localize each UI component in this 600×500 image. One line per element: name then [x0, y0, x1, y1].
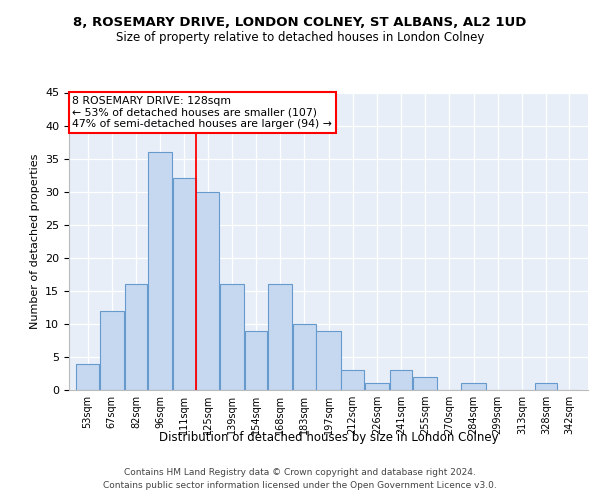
- Bar: [76, 364, 99, 390]
- Bar: [245, 330, 268, 390]
- Bar: [413, 377, 437, 390]
- Text: 8 ROSEMARY DRIVE: 128sqm
← 53% of detached houses are smaller (107)
47% of semi-: 8 ROSEMARY DRIVE: 128sqm ← 53% of detach…: [73, 96, 332, 129]
- Bar: [100, 310, 124, 390]
- Bar: [125, 284, 148, 390]
- Text: Contains public sector information licensed under the Open Government Licence v3: Contains public sector information licen…: [103, 480, 497, 490]
- Text: Size of property relative to detached houses in London Colney: Size of property relative to detached ho…: [116, 31, 484, 44]
- Text: Contains HM Land Registry data © Crown copyright and database right 2024.: Contains HM Land Registry data © Crown c…: [124, 468, 476, 477]
- Bar: [220, 284, 244, 390]
- Bar: [461, 384, 485, 390]
- Bar: [196, 192, 219, 390]
- Bar: [293, 324, 316, 390]
- Bar: [316, 330, 341, 390]
- Bar: [341, 370, 364, 390]
- Bar: [389, 370, 412, 390]
- Bar: [173, 178, 196, 390]
- Bar: [148, 152, 172, 390]
- Text: 8, ROSEMARY DRIVE, LONDON COLNEY, ST ALBANS, AL2 1UD: 8, ROSEMARY DRIVE, LONDON COLNEY, ST ALB…: [73, 16, 527, 29]
- Y-axis label: Number of detached properties: Number of detached properties: [29, 154, 40, 329]
- Bar: [268, 284, 292, 390]
- Bar: [535, 384, 557, 390]
- Bar: [365, 384, 389, 390]
- Text: Distribution of detached houses by size in London Colney: Distribution of detached houses by size …: [159, 431, 499, 444]
